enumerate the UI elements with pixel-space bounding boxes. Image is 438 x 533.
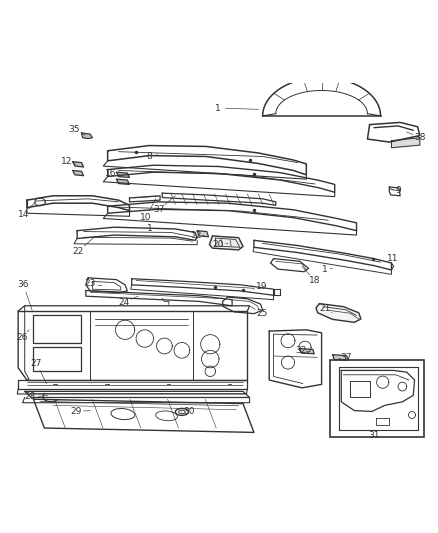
Text: 10: 10 <box>140 213 152 222</box>
Text: 12: 12 <box>61 157 73 166</box>
Polygon shape <box>73 161 84 167</box>
Text: 26: 26 <box>16 333 27 342</box>
Polygon shape <box>117 179 130 184</box>
Text: 20: 20 <box>212 240 224 249</box>
Text: 27: 27 <box>31 359 42 368</box>
Polygon shape <box>73 171 84 176</box>
Polygon shape <box>332 354 348 360</box>
Text: 23: 23 <box>85 279 96 288</box>
Text: 37: 37 <box>153 205 165 214</box>
Text: 12: 12 <box>191 231 202 239</box>
Text: 16: 16 <box>105 169 117 179</box>
Polygon shape <box>300 349 314 354</box>
Polygon shape <box>81 133 92 139</box>
Polygon shape <box>197 231 208 237</box>
Text: 25: 25 <box>256 309 268 318</box>
Text: 35: 35 <box>68 125 80 134</box>
Text: 1: 1 <box>322 265 328 274</box>
Text: 38: 38 <box>414 133 426 142</box>
Text: 1: 1 <box>147 223 153 232</box>
Text: 31: 31 <box>368 431 380 440</box>
Text: 30: 30 <box>184 407 195 416</box>
Text: 29: 29 <box>70 407 81 416</box>
Bar <box>330 360 424 437</box>
Text: 22: 22 <box>73 247 84 256</box>
Polygon shape <box>117 172 130 177</box>
Text: 11: 11 <box>387 254 399 263</box>
Polygon shape <box>392 138 420 148</box>
Text: 19: 19 <box>256 281 268 290</box>
Text: 14: 14 <box>18 209 29 219</box>
Text: 24: 24 <box>118 298 130 307</box>
Text: 21: 21 <box>319 304 330 313</box>
Polygon shape <box>316 304 361 322</box>
Text: 8: 8 <box>146 151 152 160</box>
Text: 36: 36 <box>18 280 29 289</box>
Text: 28: 28 <box>25 392 36 401</box>
Text: 1: 1 <box>215 103 221 112</box>
Text: 9: 9 <box>395 187 401 196</box>
Polygon shape <box>209 236 243 250</box>
Text: 18: 18 <box>309 276 321 285</box>
Text: 32: 32 <box>295 346 307 355</box>
Text: 37: 37 <box>341 353 352 362</box>
